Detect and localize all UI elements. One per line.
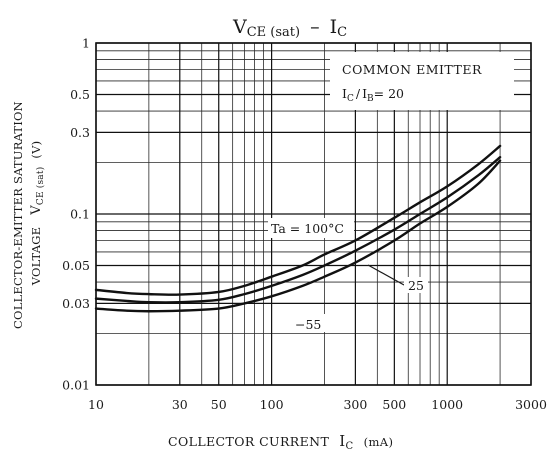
x-axis-label-main: COLLECTOR CURRENT — [168, 434, 329, 449]
x-axis-label-sym: I — [339, 432, 345, 450]
y-tick-label: 0.5 — [70, 87, 90, 102]
series-label-25: 25 — [408, 278, 424, 293]
x-axis-label: COLLECTOR CURRENT IC (mA) — [168, 432, 393, 452]
y-axis-label-unit: (V) — [29, 141, 43, 159]
series-label-bg-100 — [268, 218, 354, 238]
legend-ic: I — [342, 86, 347, 101]
y-tick-label: 1 — [82, 36, 90, 51]
x-tick-label: 100 — [260, 397, 284, 412]
title-main-sub: CE (sat) — [247, 25, 300, 40]
legend-line2: IC / IB= 20 — [342, 86, 404, 104]
legend-ic-sub: C — [347, 94, 354, 104]
x-tick-label: 1000 — [431, 397, 463, 412]
y-tick-label: 0.1 — [70, 207, 90, 222]
legend-box: COMMON EMITTER IC / IB= 20 — [330, 52, 514, 110]
y-tick-label: 0.03 — [62, 296, 90, 311]
y-axis-label-sub: CE (sat) — [35, 167, 46, 206]
tick-labels: 10 30 50 100 300 500 1000 3000 0.01 0.03 0.05 0.1 0.… — [62, 36, 547, 413]
title-main: V — [232, 16, 247, 38]
x-tick-label: 300 — [343, 397, 367, 412]
series-label-minus55: −55 — [295, 317, 321, 332]
series-line-ta-100c — [94, 144, 502, 296]
legend-ib-sub: B — [367, 94, 374, 104]
y-axis-label-sym: V — [29, 205, 44, 216]
plot-frame — [95, 42, 532, 386]
title-sep: – — [310, 16, 320, 38]
x-tick-label: 3000 — [515, 397, 547, 412]
legend-ib: I — [362, 86, 367, 101]
series-line-minus-55c — [94, 159, 502, 313]
legend-background — [330, 52, 514, 110]
series-line-25c — [94, 155, 502, 304]
y-tick-label: 0.05 — [62, 258, 90, 273]
x-axis-label-unit: (mA) — [364, 435, 394, 449]
legend-ratio: = 20 — [374, 86, 404, 101]
leader-25 — [367, 264, 405, 286]
series-label-bg-55 — [292, 314, 330, 332]
y-axis-label-main: VOLTAGE — [29, 227, 43, 287]
series-label-100c: Ta = 100°C — [271, 221, 344, 236]
series-labels: Ta = 100°C 25 −55 — [268, 218, 428, 332]
series-label-bg-25 — [404, 277, 428, 293]
chart-title: VCE (sat) – IC — [232, 16, 347, 40]
x-tick-label: 10 — [88, 397, 104, 412]
x-tick-label: 30 — [172, 397, 188, 412]
x-tick-label: 50 — [211, 397, 227, 412]
y-tick-label: 0.01 — [62, 378, 90, 393]
series-layer — [94, 144, 502, 313]
y-axis-label: COLLECTOR-EMITTER SATURATION VOLTAGE VCE … — [11, 101, 46, 329]
y-axis-label-line1: COLLECTOR-EMITTER SATURATION — [11, 101, 25, 329]
y-tick-label: 0.3 — [70, 125, 90, 140]
x-tick-label: 500 — [382, 397, 406, 412]
legend-line1: COMMON EMITTER — [342, 62, 482, 77]
title-right: I — [330, 16, 338, 38]
legend-slash: / — [356, 86, 361, 101]
y-axis-label-line2: VOLTAGE VCE (sat) (V) — [29, 141, 46, 287]
x-axis-label-sub: C — [346, 441, 354, 452]
title-right-sub: C — [337, 25, 347, 40]
